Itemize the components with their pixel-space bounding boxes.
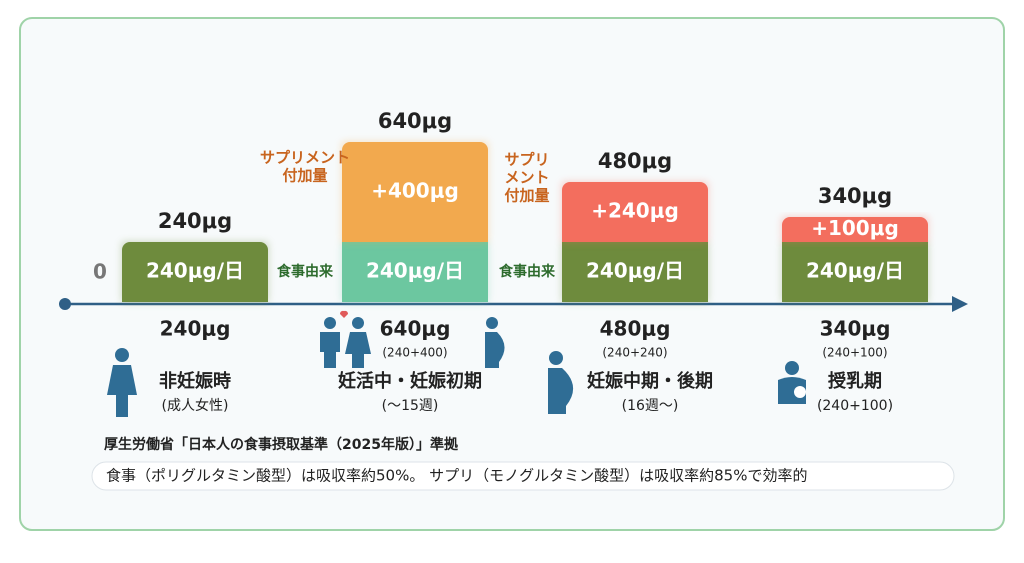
supplement-label: メント — [504, 169, 549, 187]
supplement-label: サプリ — [504, 151, 549, 169]
icon-couple — [320, 310, 371, 368]
group-sub: (240+100) — [817, 398, 893, 414]
top-total: 240μg — [158, 209, 232, 233]
group-sub: (16週〜) — [622, 398, 679, 414]
breakdown: (240+400) — [382, 346, 447, 360]
total: 340μg — [820, 317, 891, 341]
note-text: 食事（ポリグルタミン酸型）は吸収率約50%。 サプリ（モノグルタミン酸型）は吸収… — [106, 467, 807, 485]
bar-corner-fix — [562, 234, 708, 242]
bar-segment — [122, 242, 268, 302]
bar-segment — [562, 242, 708, 302]
bar-segment — [562, 182, 708, 242]
bar-corner-fix — [782, 234, 928, 242]
breakdown: (240+100) — [822, 346, 887, 360]
supplement-label: 付加量 — [504, 187, 549, 205]
group-name: 授乳期 — [828, 370, 882, 392]
group-name: 妊娠中期・後期 — [587, 370, 713, 392]
icon-pregnant-early — [485, 317, 505, 368]
icon-woman — [107, 348, 137, 417]
group-sub: (成人女性) — [162, 397, 229, 414]
group-sub: (〜15週) — [382, 398, 439, 414]
group-name: 妊活中・妊娠初期 — [338, 370, 482, 392]
axis-zero: 0 — [93, 260, 107, 284]
axis-start — [59, 298, 71, 310]
supplement-label: 付加量 — [282, 167, 327, 185]
bar-segment — [342, 142, 488, 242]
bar-corner-fix — [122, 294, 268, 302]
bar-corner-fix — [342, 234, 488, 242]
segment-label: +240μg — [591, 199, 679, 223]
top-total: 480μg — [598, 149, 672, 173]
source-text: 厚生労働省「日本人の食事摂取基準（2025年版）」準拠 — [104, 436, 459, 453]
card — [19, 17, 1005, 531]
segment-label: 240μg/日 — [366, 259, 464, 283]
segment-label: 240μg/日 — [806, 259, 904, 283]
total: 480μg — [600, 317, 671, 341]
segment-label: 240μg/日 — [146, 259, 244, 283]
bar-segment — [342, 242, 488, 302]
supplement-label: サプリメント — [260, 149, 350, 167]
segment-label: 240μg/日 — [586, 259, 684, 283]
note-pill — [91, 461, 955, 491]
bar-segment — [782, 242, 928, 302]
food-label: 食事由来 — [277, 263, 334, 280]
segment-label: +100μg — [811, 216, 899, 240]
total: 240μg — [160, 317, 231, 341]
top-total: 640μg — [378, 109, 452, 133]
axis-arrow — [952, 296, 968, 312]
icon-nursing — [778, 361, 806, 404]
icon-pregnant-late — [548, 351, 574, 414]
segment-label: +400μg — [371, 179, 459, 203]
group-name: 非妊娠時 — [159, 370, 231, 392]
food-label: 食事由来 — [499, 263, 556, 280]
total: 640μg — [380, 317, 451, 341]
top-total: 340μg — [818, 184, 892, 208]
breakdown: (240+240) — [602, 346, 667, 360]
